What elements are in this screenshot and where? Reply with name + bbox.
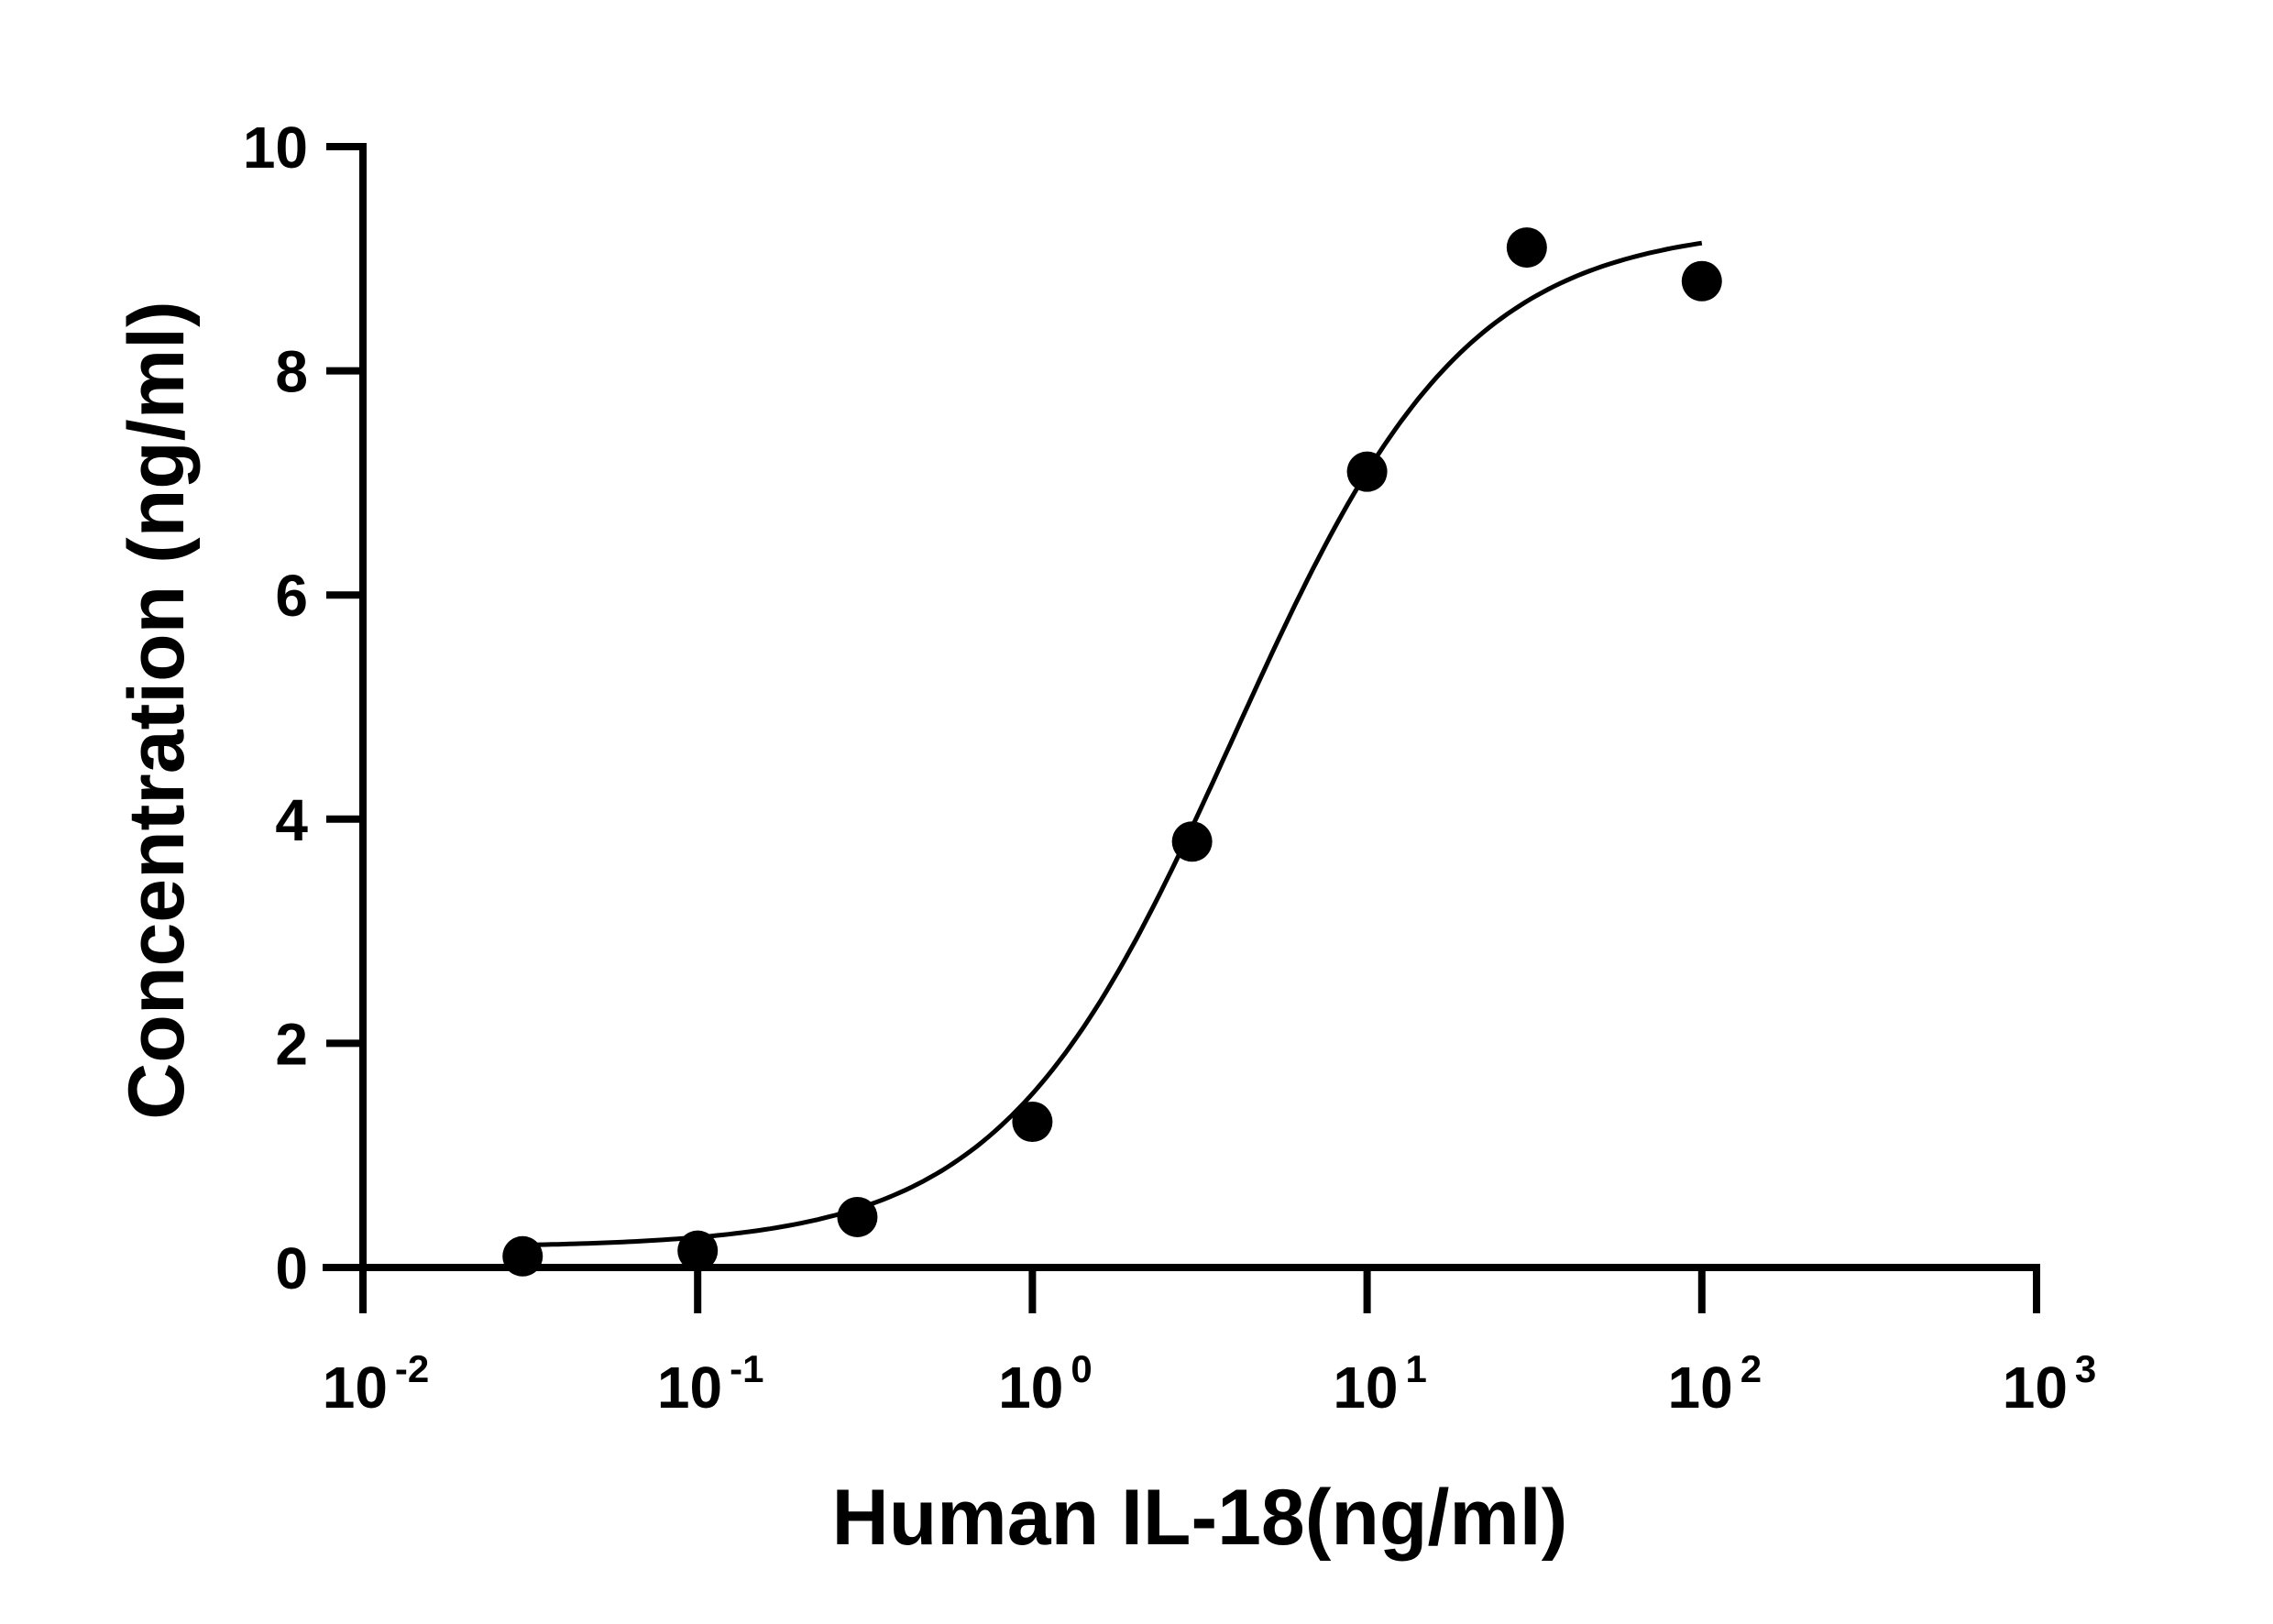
x-tick-base: 10 bbox=[2003, 1355, 2068, 1421]
y-tick-label: 2 bbox=[275, 1011, 308, 1077]
data-point bbox=[677, 1230, 719, 1271]
y-tick-label: 6 bbox=[275, 563, 308, 629]
x-tick-label: 10 2 bbox=[1668, 1347, 1762, 1421]
y-tick-label: 8 bbox=[275, 339, 308, 405]
x-tick-base: 10 bbox=[998, 1355, 1063, 1421]
x-tick-base: 10 bbox=[1668, 1355, 1733, 1421]
x-tick-base: 10 bbox=[1333, 1355, 1398, 1421]
data-point bbox=[502, 1235, 544, 1277]
x-tick-exponent: 1 bbox=[1406, 1347, 1427, 1390]
x-tick-label: 10 1 bbox=[1333, 1347, 1427, 1421]
x-tick-exponent: 2 bbox=[1740, 1347, 1762, 1390]
data-point bbox=[1681, 260, 1722, 302]
x-tick-exponent: -2 bbox=[395, 1347, 429, 1390]
data-points-layer bbox=[502, 227, 1722, 1277]
y-tick-label: 4 bbox=[275, 787, 308, 853]
y-axis-title: Concentration (ng/ml) bbox=[113, 301, 201, 1119]
x-tick-base: 10 bbox=[657, 1355, 722, 1421]
x-tick-label: 10 -2 bbox=[323, 1347, 430, 1421]
x-axis-title: Human IL-18(ng/ml) bbox=[832, 1474, 1568, 1562]
data-point bbox=[837, 1196, 878, 1237]
x-tick-label: 10 -1 bbox=[657, 1347, 764, 1421]
fit-curve-layer bbox=[522, 240, 1703, 1247]
y-tick-label: 10 bbox=[243, 115, 308, 181]
y-ticks: 0 2 4 6 8 10 bbox=[243, 115, 363, 1301]
data-point bbox=[1506, 227, 1547, 269]
y-tick-label: 0 bbox=[275, 1235, 308, 1301]
x-tick-label: 10 0 bbox=[998, 1347, 1093, 1421]
fit-curve bbox=[522, 240, 1703, 1247]
x-tick-label: 10 3 bbox=[2003, 1347, 2097, 1421]
data-point bbox=[1171, 821, 1213, 862]
data-point bbox=[1012, 1102, 1053, 1143]
x-tick-exponent: 3 bbox=[2075, 1347, 2096, 1390]
x-ticks: 10 -2 10 -1 10 0 10 1 10 2 10 3 bbox=[323, 1267, 2097, 1421]
data-point bbox=[1346, 451, 1388, 492]
x-tick-base: 10 bbox=[323, 1355, 388, 1421]
x-tick-exponent: 0 bbox=[1071, 1347, 1092, 1390]
x-tick-exponent: -1 bbox=[730, 1347, 763, 1390]
